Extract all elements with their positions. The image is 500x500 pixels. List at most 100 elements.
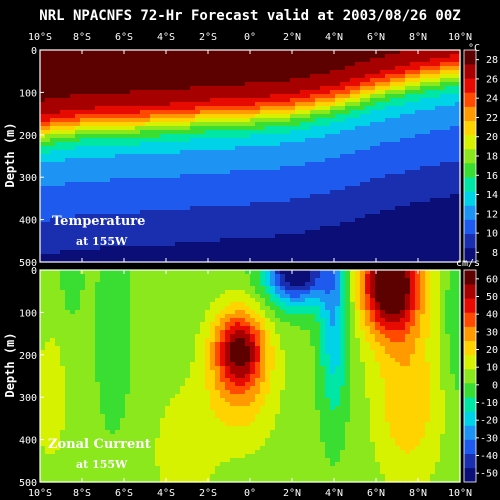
heatmap-cell (280, 206, 286, 211)
heatmap-cell (430, 130, 436, 135)
heatmap-cell (60, 98, 66, 103)
heatmap-cell (55, 50, 61, 55)
heatmap-cell (370, 190, 376, 195)
heatmap-cell (335, 226, 341, 231)
heatmap-cell (145, 174, 151, 179)
heatmap-cell (320, 98, 326, 103)
heatmap-cell (205, 110, 211, 115)
heatmap-cell (95, 206, 101, 211)
heatmap-cell (255, 106, 261, 111)
heatmap-cell (225, 238, 231, 243)
heatmap-cell (75, 154, 81, 159)
heatmap-cell (180, 218, 186, 223)
heatmap-cell (80, 326, 86, 331)
heatmap-cell (175, 74, 181, 79)
heatmap-cell (155, 138, 161, 143)
heatmap-cell (450, 182, 456, 187)
heatmap-cell (380, 254, 386, 259)
heatmap-cell (40, 166, 46, 171)
heatmap-cell (450, 174, 456, 179)
heatmap-cell (55, 338, 61, 343)
heatmap-cell (40, 474, 46, 479)
heatmap-cell (265, 50, 271, 55)
heatmap-cell (200, 118, 206, 123)
heatmap-cell (345, 54, 351, 59)
heatmap-cell (225, 182, 231, 187)
heatmap-cell (55, 62, 61, 67)
heatmap-cell (60, 242, 66, 247)
heatmap-cell (115, 78, 121, 83)
heatmap-cell (405, 114, 411, 119)
heatmap-cell (300, 178, 306, 183)
heatmap-cell (185, 158, 191, 163)
heatmap-cell (385, 154, 391, 159)
heatmap-cell (385, 90, 391, 95)
heatmap-cell (220, 130, 226, 135)
heatmap-cell (130, 238, 136, 243)
heatmap-cell (240, 138, 246, 143)
heatmap-cell (455, 178, 461, 183)
heatmap-cell (285, 202, 291, 207)
heatmap-cell (365, 102, 371, 107)
heatmap-cell (235, 110, 241, 115)
heatmap-cell (440, 146, 446, 151)
heatmap-cell (370, 218, 376, 223)
heatmap-cell (120, 90, 126, 95)
heatmap-cell (75, 206, 81, 211)
heatmap-cell (90, 130, 96, 135)
heatmap-cell (250, 106, 256, 111)
heatmap-cell (115, 114, 121, 119)
heatmap-cell (145, 222, 151, 227)
heatmap-cell (355, 170, 361, 175)
heatmap-cell (445, 190, 451, 195)
heatmap-cell (390, 210, 396, 215)
heatmap-cell (155, 158, 161, 163)
heatmap-cell (320, 114, 326, 119)
heatmap-cell (330, 138, 336, 143)
heatmap-cell (230, 142, 236, 147)
heatmap-cell (330, 118, 336, 123)
heatmap-cell (410, 122, 416, 127)
heatmap-cell (45, 98, 51, 103)
heatmap-cell (255, 222, 261, 227)
heatmap-cell (375, 174, 381, 179)
heatmap-cell (375, 98, 381, 103)
heatmap-cell (90, 78, 96, 83)
heatmap-cell (100, 62, 106, 67)
heatmap-cell (100, 222, 106, 227)
heatmap-cell (250, 158, 256, 163)
heatmap-cell (100, 118, 106, 123)
heatmap-cell (315, 62, 321, 67)
heatmap-cell (75, 422, 81, 427)
heatmap-cell (75, 70, 81, 75)
heatmap-cell (310, 90, 316, 95)
heatmap-cell (95, 138, 101, 143)
heatmap-cell (55, 434, 61, 439)
heatmap-cell (380, 182, 386, 187)
heatmap-cell (280, 226, 286, 231)
heatmap-cell (285, 126, 291, 131)
heatmap-cell (215, 202, 221, 207)
heatmap-cell (135, 58, 141, 63)
heatmap-cell (370, 170, 376, 175)
heatmap-cell (185, 94, 191, 99)
heatmap-cell (230, 54, 236, 59)
heatmap-cell (50, 322, 56, 327)
heatmap-cell (455, 50, 461, 55)
heatmap-cell (60, 446, 66, 451)
heatmap-cell (290, 106, 296, 111)
heatmap-cell (70, 214, 76, 219)
heatmap-cell (85, 358, 91, 363)
heatmap-cell (185, 194, 191, 199)
heatmap-cell (175, 54, 181, 59)
heatmap-cell (405, 166, 411, 171)
heatmap-cell (420, 54, 426, 59)
heatmap-cell (65, 170, 71, 175)
heatmap-cell (335, 150, 341, 155)
heatmap-cell (365, 54, 371, 59)
heatmap-cell (390, 150, 396, 155)
heatmap-cell (270, 90, 276, 95)
heatmap-cell (70, 342, 76, 347)
heatmap-cell (315, 202, 321, 207)
heatmap-cell (60, 50, 66, 55)
